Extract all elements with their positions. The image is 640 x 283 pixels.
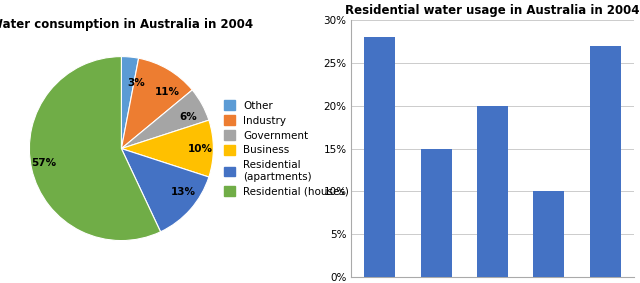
Wedge shape: [122, 149, 209, 232]
Title: Residential water usage in Australia in 2004: Residential water usage in Australia in …: [345, 4, 640, 17]
Text: 57%: 57%: [31, 158, 57, 168]
Wedge shape: [122, 57, 139, 149]
Text: 10%: 10%: [188, 143, 212, 154]
Wedge shape: [122, 58, 192, 149]
Text: 3%: 3%: [127, 78, 145, 88]
Wedge shape: [29, 57, 161, 241]
Bar: [589, 46, 621, 277]
Text: 13%: 13%: [171, 187, 196, 197]
Bar: [420, 149, 452, 277]
Text: 11%: 11%: [155, 87, 180, 97]
Text: 6%: 6%: [179, 112, 197, 122]
Wedge shape: [122, 120, 213, 177]
Bar: [364, 37, 396, 277]
Title: Water consumption in Australia in 2004: Water consumption in Australia in 2004: [0, 18, 253, 31]
Wedge shape: [122, 90, 209, 149]
Bar: [477, 106, 508, 277]
Bar: [533, 192, 564, 277]
Legend: Other, Industry, Government, Business, Residential
(apartments), Residential (ho: Other, Industry, Government, Business, R…: [225, 100, 349, 197]
